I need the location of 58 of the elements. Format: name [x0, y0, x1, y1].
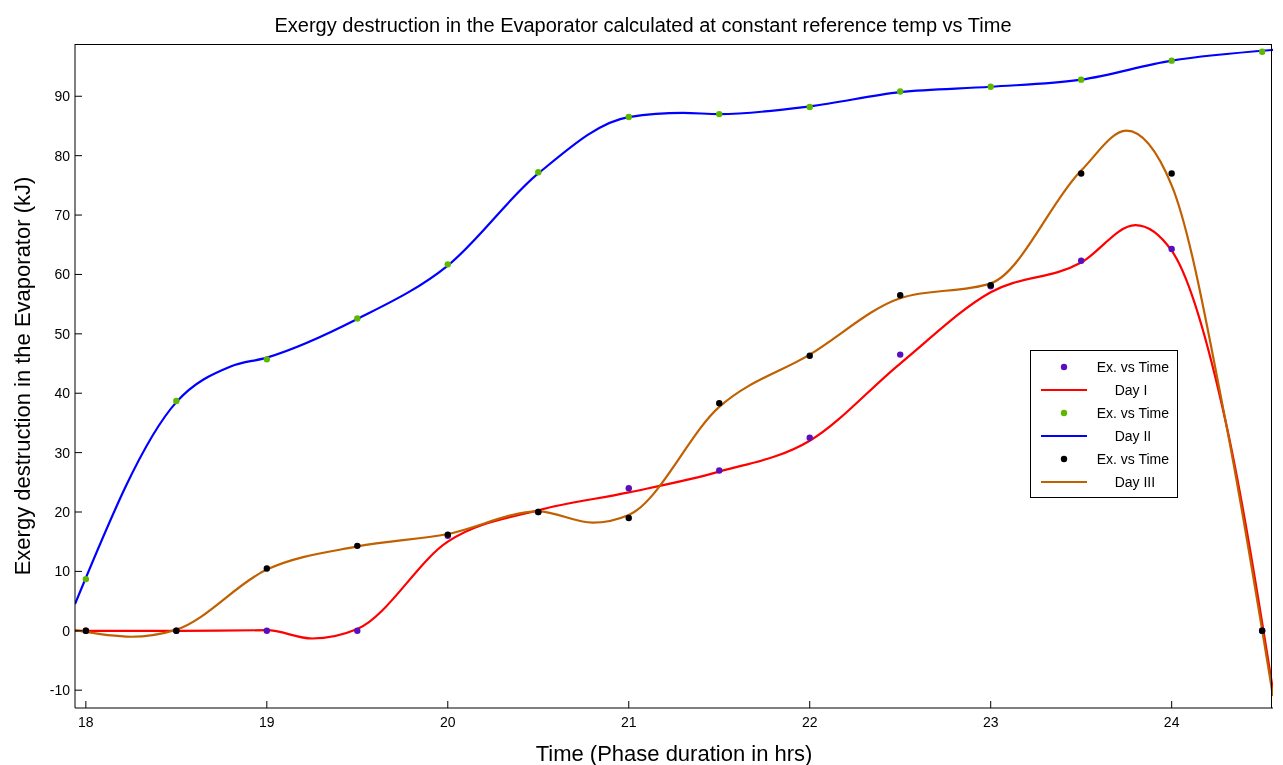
point	[1077, 257, 1085, 264]
point	[897, 292, 904, 299]
point	[716, 110, 723, 118]
y-tick-label: 10	[54, 563, 71, 580]
y-tick-label: 70	[54, 207, 71, 224]
point	[897, 88, 904, 95]
point	[716, 467, 723, 474]
y-tick-label: 60	[54, 266, 71, 283]
point	[1168, 170, 1175, 177]
y-tick-label: -10	[49, 682, 71, 699]
point	[173, 397, 180, 405]
x-tick-label: 22	[801, 713, 818, 730]
legend-label: Ex. vs Time	[1096, 404, 1169, 421]
chart-title: Exergy destruction in the Evaporator calculated at constant reference temp vs Time	[273, 14, 1013, 37]
y-axis-title: Exergy destruction in the Evaporator (kJ)	[9, 176, 35, 576]
point	[625, 485, 632, 492]
point	[263, 356, 271, 363]
y-tick-label: 90	[54, 88, 71, 105]
x-tick-label: 19	[259, 713, 275, 730]
y-tick-label: 40	[54, 385, 71, 402]
point	[1258, 48, 1266, 55]
point	[535, 169, 542, 176]
point	[1077, 170, 1085, 177]
point	[806, 352, 813, 360]
legend-label: Ex. vs Time	[1096, 358, 1169, 375]
point	[806, 434, 813, 441]
y-tick-label: 20	[54, 503, 71, 520]
point	[1077, 76, 1085, 83]
legend-label: Day II	[1113, 427, 1152, 444]
point	[897, 351, 904, 358]
point	[354, 627, 361, 634]
point	[444, 261, 451, 268]
y-tick-label: 30	[54, 444, 71, 461]
point	[716, 400, 723, 407]
legend-label: Ex. vs Time	[1096, 450, 1169, 467]
x-tick-label: 23	[982, 713, 999, 730]
point	[82, 575, 90, 583]
legend-label: Day III	[1113, 473, 1156, 490]
x-tick-label: 20	[440, 713, 456, 730]
point	[806, 103, 813, 111]
point	[1168, 57, 1175, 64]
y-tick-label: 0	[62, 622, 71, 639]
x-axis-title: Time (Phase duration in hrs)	[535, 741, 813, 765]
point	[354, 542, 361, 550]
line-series	[75, 48, 1273, 606]
x-tick-label: 24	[1163, 713, 1180, 730]
point	[263, 565, 271, 572]
point	[1168, 245, 1175, 253]
y-tick-label: 80	[54, 147, 71, 164]
point	[354, 315, 361, 322]
point	[263, 627, 271, 634]
point	[625, 113, 632, 121]
x-tick-label: 21	[620, 713, 637, 730]
legend-label: Day I	[1113, 381, 1148, 398]
x-tick-label: 18	[78, 713, 94, 730]
point	[625, 514, 632, 522]
y-tick-label: 50	[54, 325, 71, 342]
point	[987, 83, 994, 90]
